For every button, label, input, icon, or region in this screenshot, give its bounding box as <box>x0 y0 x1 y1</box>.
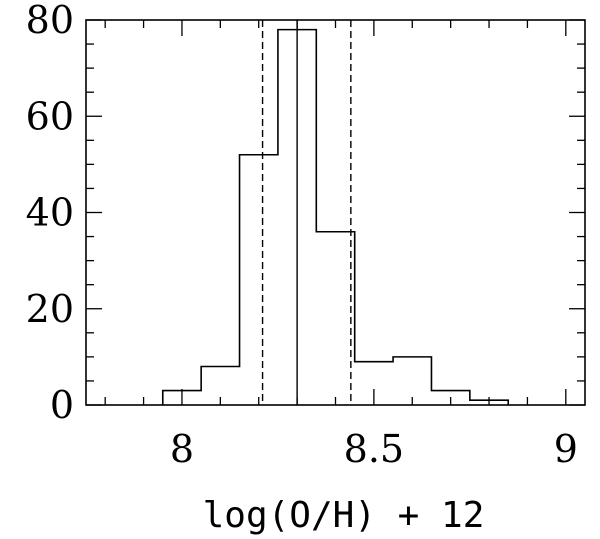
histogram-bins <box>163 30 508 405</box>
y-tick-label: 80 <box>26 0 74 42</box>
x-tick-label: 8.5 <box>344 427 404 471</box>
x-axis-label: log(O/H) + 12 <box>203 495 485 536</box>
y-tick-label: 0 <box>50 383 74 427</box>
y-tick-label: 60 <box>26 94 74 138</box>
x-tick-labels: 8 8.5 9 <box>170 427 578 471</box>
reference-lines <box>261 20 352 405</box>
x-tick-label: 9 <box>554 427 578 471</box>
plot-frame <box>85 19 586 406</box>
axis-ticks <box>86 19 585 406</box>
histogram-bin <box>316 232 354 405</box>
y-tick-label: 40 <box>26 191 74 235</box>
x-tick-label: 8 <box>170 427 194 471</box>
y-tick-labels: 0 20 40 60 80 <box>26 0 74 427</box>
histogram-outline <box>161 28 510 405</box>
histogram-bin <box>240 155 278 405</box>
y-tick-label: 20 <box>26 287 74 331</box>
